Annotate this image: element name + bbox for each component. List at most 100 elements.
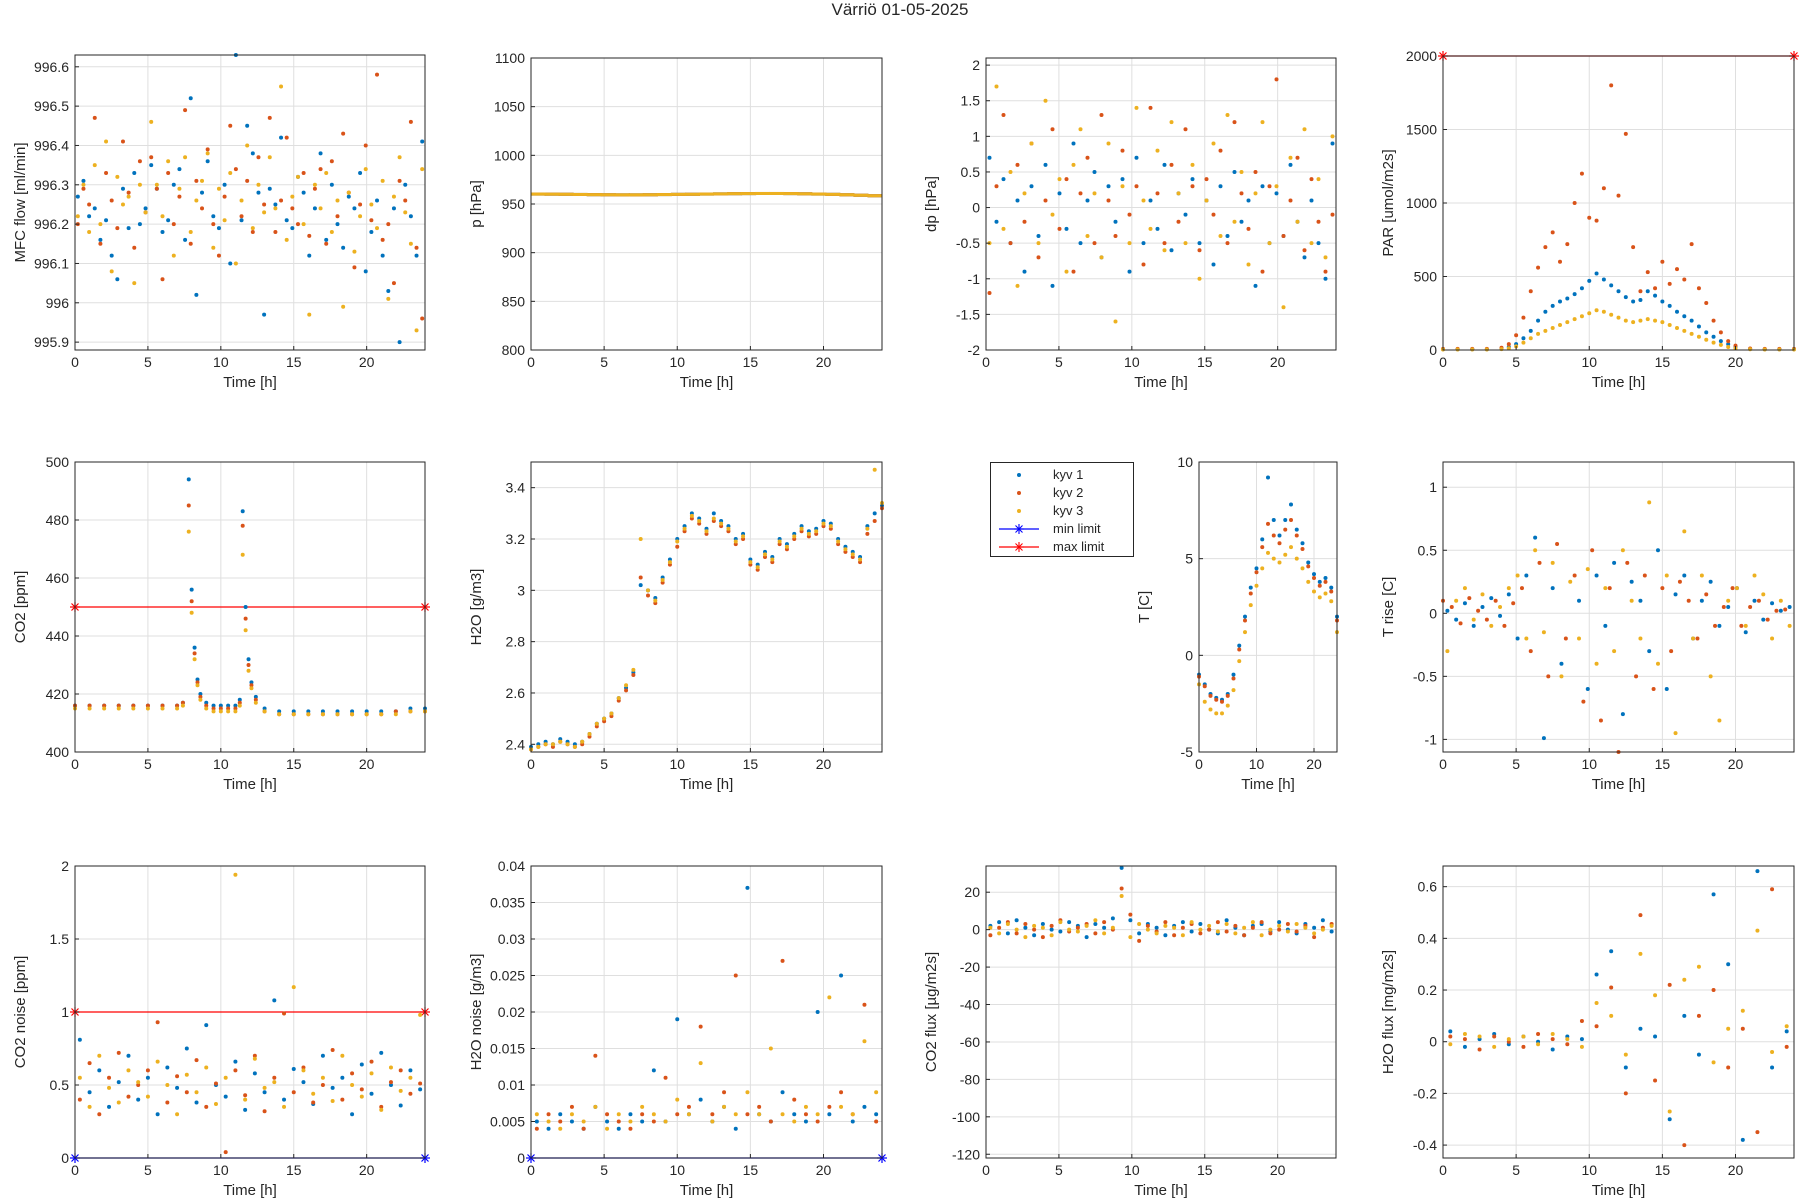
data-point [175, 703, 180, 708]
data-point [1550, 1031, 1555, 1036]
data-point [784, 544, 789, 549]
y-tick-label: 2 [61, 858, 69, 874]
data-point [189, 610, 194, 615]
data-point [1057, 226, 1062, 231]
data-point [642, 193, 658, 197]
data-point [1294, 533, 1299, 538]
data-point [1625, 560, 1630, 565]
data-point [87, 1061, 92, 1066]
x-tick-label: 10 [1124, 1162, 1140, 1178]
data-point [1127, 241, 1132, 246]
data-point [1559, 674, 1564, 679]
data-point [1162, 241, 1167, 246]
y-tick-label: 0 [1429, 1034, 1437, 1050]
data-point [1623, 1065, 1628, 1070]
data-point [180, 700, 185, 705]
data-point [1309, 241, 1314, 246]
data-point [558, 739, 563, 744]
data-point [226, 703, 231, 708]
data-point [1498, 613, 1503, 618]
data-point [1761, 592, 1766, 597]
data-point [1197, 276, 1202, 281]
data-point [97, 1053, 102, 1058]
data-point [1638, 318, 1643, 323]
axes-frame [74, 54, 426, 351]
data-point [1267, 184, 1272, 189]
data-point [1102, 920, 1107, 925]
data-point [1730, 586, 1735, 591]
y-tick-label: 0.025 [490, 968, 525, 984]
data-point [1623, 131, 1628, 136]
data-point [1023, 922, 1028, 927]
data-point [1521, 336, 1526, 341]
data-point [1739, 623, 1744, 628]
axes-frame [985, 57, 1337, 351]
data-point [1696, 1013, 1701, 1018]
data-point [792, 534, 797, 539]
data-point [115, 226, 120, 231]
x-tick-label: 15 [1655, 1162, 1671, 1178]
x-tick-label: 15 [286, 1162, 302, 1178]
data-point [116, 706, 121, 711]
data-point [1689, 331, 1694, 336]
data-point [1667, 323, 1672, 328]
data-point [233, 167, 238, 172]
data-point [126, 190, 131, 195]
data-point [295, 174, 300, 179]
data-point [81, 186, 86, 191]
data-point [1267, 241, 1272, 246]
data-point [205, 159, 210, 164]
data-point [312, 206, 317, 211]
data-point [1295, 155, 1300, 160]
data-point [558, 1112, 563, 1117]
data-point [252, 1056, 257, 1061]
data-point [223, 1075, 228, 1080]
data-point [186, 503, 191, 508]
data-point [126, 194, 131, 199]
data-point [1050, 212, 1055, 217]
data-point [1587, 215, 1592, 220]
chart-mfc: 0 5 10 15 20 995.9 996 996.1 996.2 996.3 996.4 996.… [12, 53, 426, 391]
data-point [1590, 548, 1595, 553]
data-point [616, 1126, 621, 1131]
y-tick-label: 0 [1429, 605, 1437, 621]
data-point [1154, 925, 1159, 930]
data-point [1565, 320, 1570, 325]
y-tick-label: 400 [46, 744, 70, 760]
data-point [1254, 566, 1259, 571]
y-tick-label: 0 [1185, 647, 1193, 663]
data-point [602, 716, 607, 721]
x-tick-label: 15 [1197, 354, 1213, 370]
data-point [1078, 127, 1083, 132]
data-point [988, 925, 993, 930]
data-point [175, 706, 180, 711]
x-axis-label: Time [h] [223, 1182, 277, 1199]
data-point [267, 155, 272, 160]
x-tick-label: 0 [527, 1162, 535, 1178]
data-point [994, 84, 999, 89]
data-point [250, 226, 255, 231]
data-point [628, 1126, 633, 1131]
data-point [194, 1100, 199, 1105]
data-point [1309, 177, 1314, 182]
data-point [1246, 198, 1251, 203]
data-point [628, 193, 644, 197]
x-tick-label: 5 [1055, 354, 1063, 370]
data-point [1594, 271, 1599, 276]
data-point [1233, 923, 1238, 928]
data-point [126, 1053, 131, 1058]
x-tick-label: 15 [1197, 1162, 1213, 1178]
data-point [1653, 993, 1658, 998]
data-point [200, 190, 205, 195]
data-point [1682, 328, 1687, 333]
data-point [1476, 608, 1481, 613]
data-point [243, 616, 248, 621]
data-point [243, 605, 248, 609]
data-point [586, 193, 602, 197]
data-point [1274, 184, 1279, 189]
data-point [1638, 289, 1643, 294]
data-point [359, 1094, 364, 1099]
data-point [104, 139, 109, 144]
data-point [1323, 276, 1328, 281]
